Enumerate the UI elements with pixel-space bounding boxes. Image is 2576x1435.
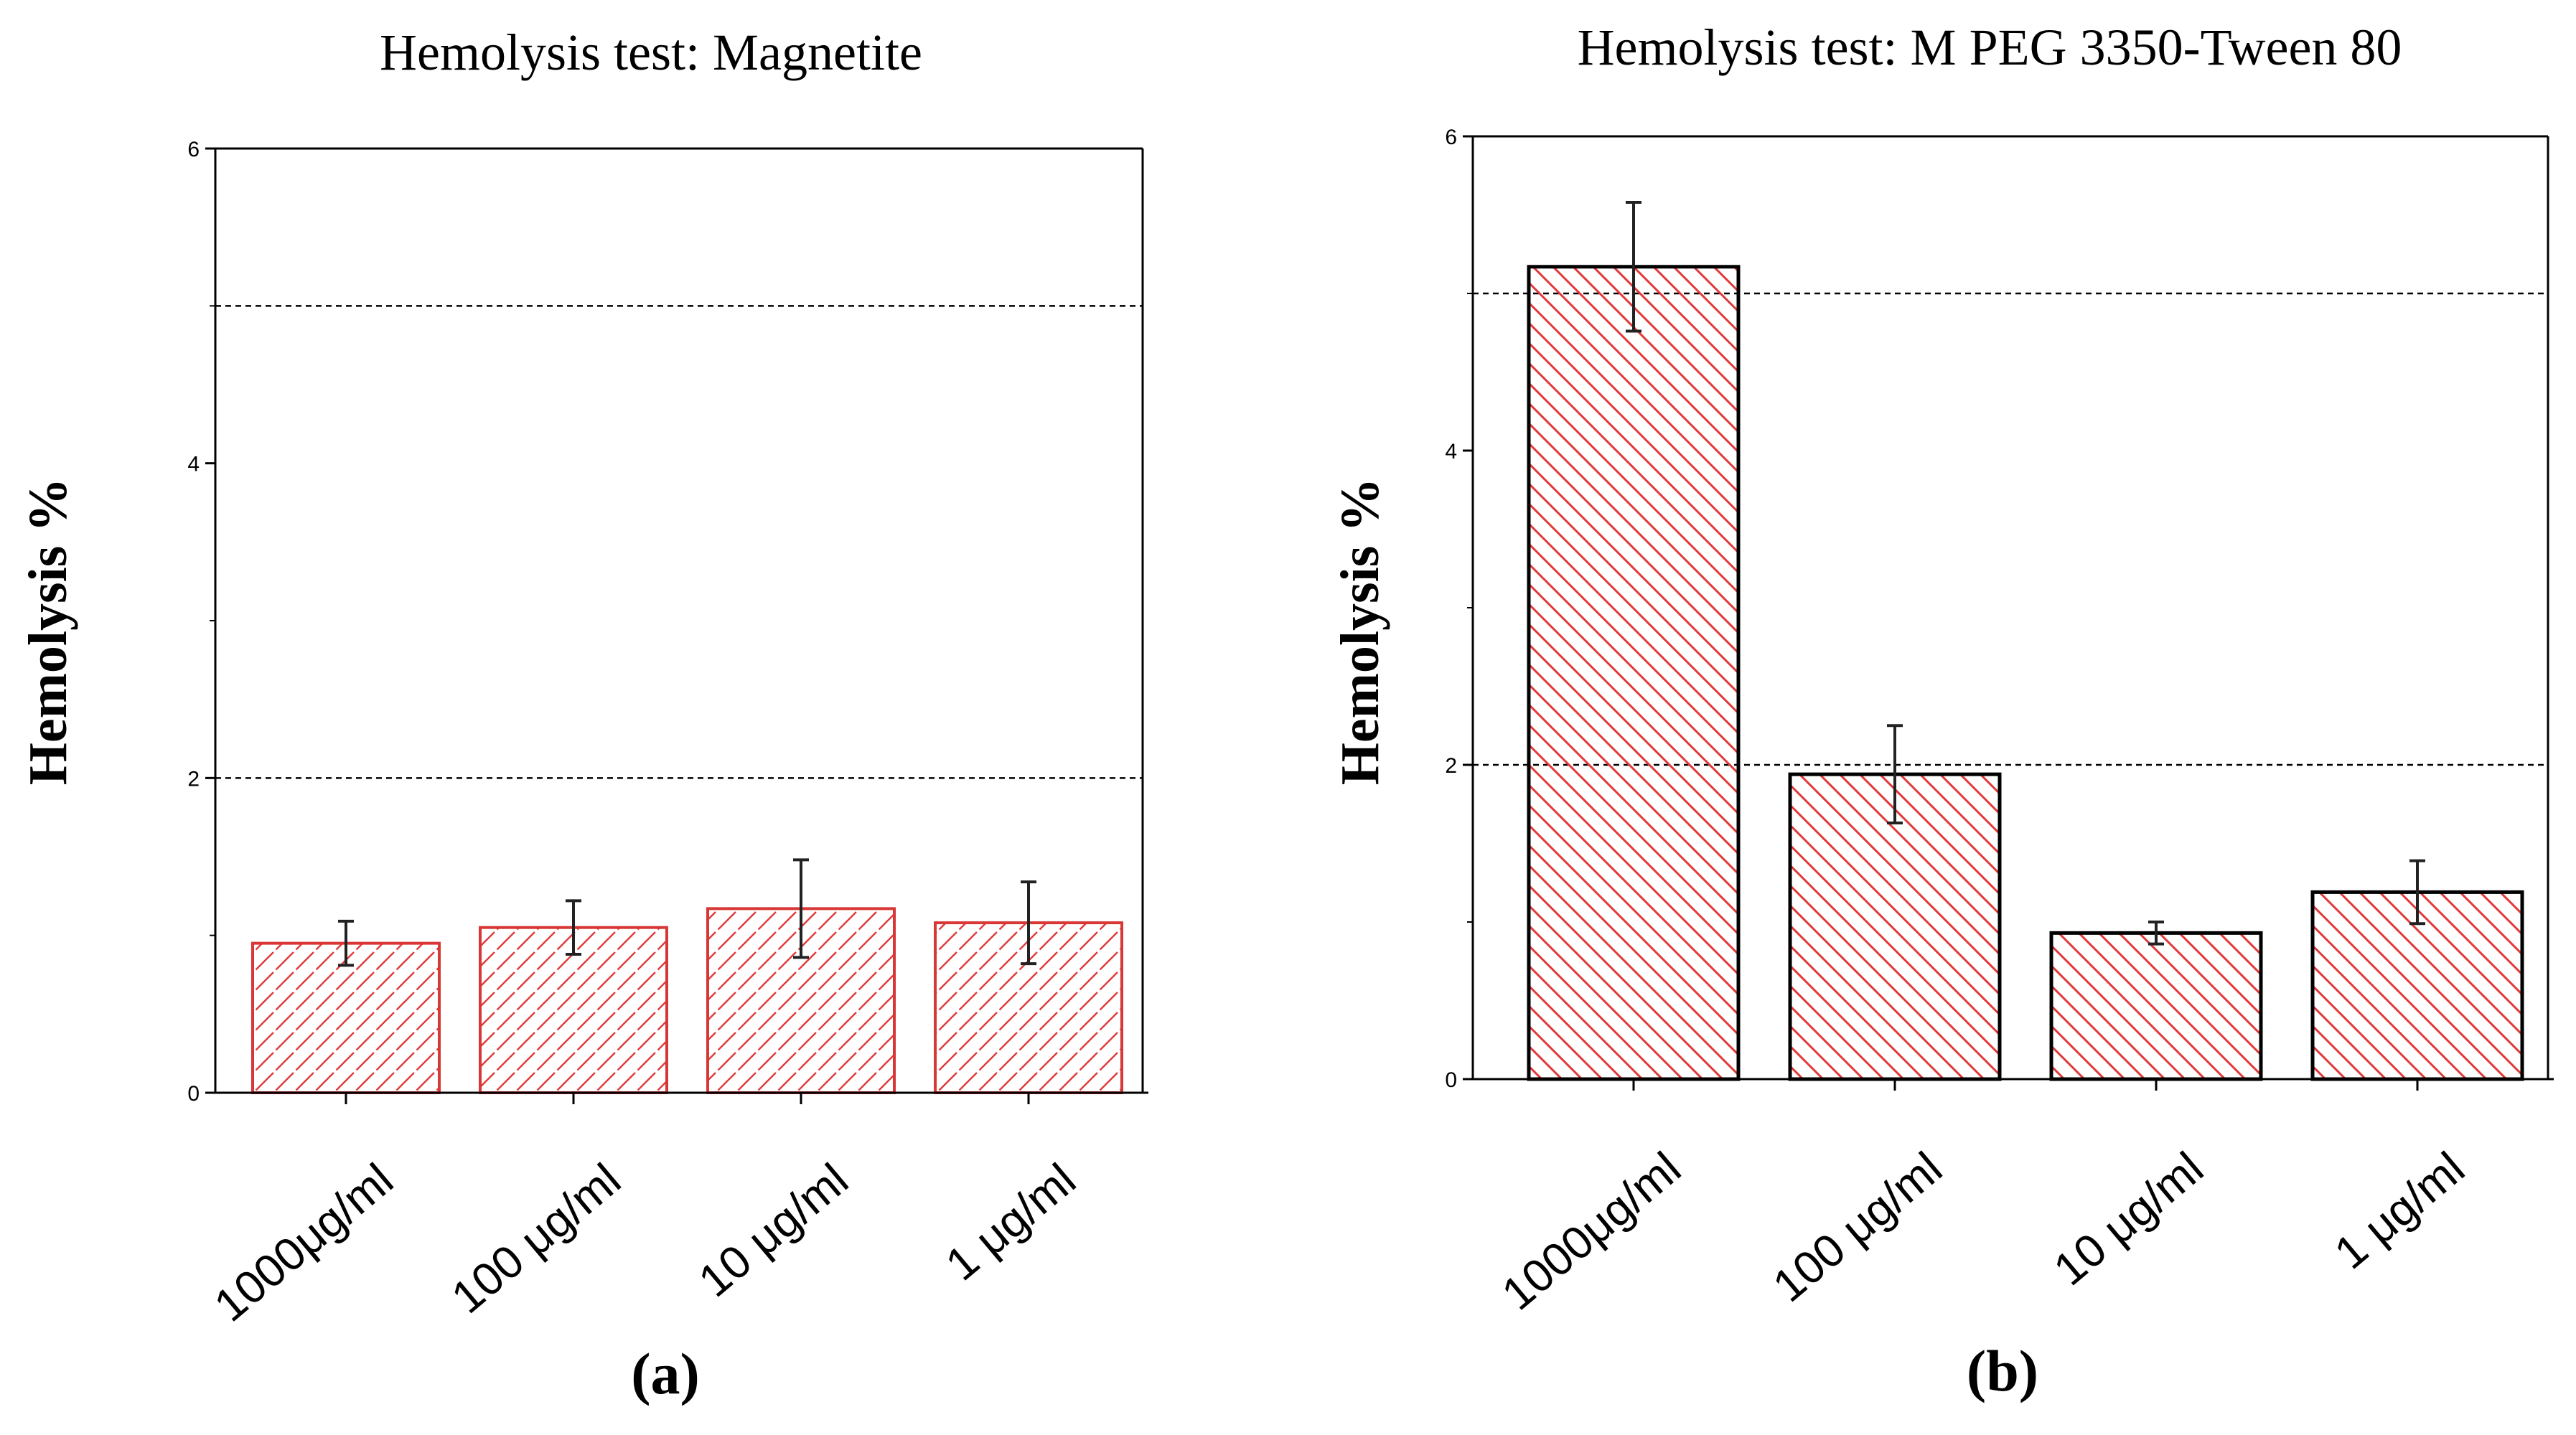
- panel-b-y-tick-label-0: 0: [1445, 1068, 1457, 1092]
- panel-a-y-tick-label-0: 0: [187, 1082, 200, 1106]
- panel-a-chart: Hemolysis test: Magnetite Hemolysis % (a…: [18, 24, 1148, 1406]
- panel-b-y-tick-label-6: 6: [1445, 126, 1457, 149]
- panel-a-x-tick-label-3: 10 μg/ml: [689, 1154, 858, 1307]
- panel-a-y-axis-label: Hemolysis %: [18, 478, 78, 786]
- panel-a-label: (a): [631, 1341, 700, 1406]
- panel-b-bar-3: [2049, 931, 2263, 1081]
- panel-b-error-bar-1: [1626, 200, 1641, 333]
- panel-b-title: Hemolysis test: M PEG 3350-Tween 80: [1578, 19, 2402, 76]
- panel-a-x-tick-label-1: 1000μg/ml: [205, 1154, 403, 1332]
- panel-b-x-tick-label-3: 10 μg/ml: [2044, 1142, 2213, 1296]
- panel-a-y-tick-label-2: 2: [187, 767, 200, 791]
- panel-a-x-tick-label-4: 1 μg/ml: [936, 1154, 1085, 1291]
- panel-b-y-axis-label: Hemolysis %: [1330, 478, 1390, 786]
- panel-a-error-bar-4: [1021, 880, 1036, 966]
- panel-b-y-tick-label-2: 2: [1445, 754, 1457, 778]
- panel-b-error-bar-3: [2148, 921, 2164, 946]
- panel-a-error-bar-2: [566, 899, 581, 956]
- panel-a-error-bar-3: [793, 858, 809, 959]
- panel-a-plot-area: 0 2 4 6 1000μg/ml 100 μg/ml 10 μg/ml 1 μg/ml: [187, 138, 1148, 1332]
- panel-b-x-tick-label-2: 100 μg/ml: [1763, 1142, 1952, 1312]
- panel-a-y-tick-label-4: 4: [187, 453, 200, 476]
- panel-b-bar-1: [1527, 265, 1741, 1081]
- panel-b-chart: Hemolysis test: M PEG 3350-Tween 80 Hemo…: [1330, 19, 2554, 1403]
- panel-b-plot-area: 0 2 4 6 1000μg/ml 100 μg/ml 10 μg/ml 1 μg/ml: [1445, 126, 2554, 1320]
- panel-a-x-tick-label-2: 100 μg/ml: [441, 1154, 630, 1324]
- panel-a-title: Hemolysis test: Magnetite: [380, 24, 922, 81]
- panel-b-bar-2: [1788, 772, 2002, 1081]
- panel-b-x-tick-label-1: 1000μg/ml: [1492, 1142, 1690, 1320]
- panel-b-label: (b): [1967, 1338, 2038, 1403]
- panel-b-x-tick-label-4: 1 μg/ml: [2325, 1142, 2474, 1279]
- panel-b-error-bar-4: [2409, 859, 2425, 926]
- panel-b-y-tick-label-4: 4: [1445, 440, 1457, 464]
- panel-a-y-tick-label-6: 6: [187, 138, 200, 161]
- panel-a-error-bar-1: [338, 919, 354, 967]
- panel-b-error-bar-2: [1887, 724, 1903, 825]
